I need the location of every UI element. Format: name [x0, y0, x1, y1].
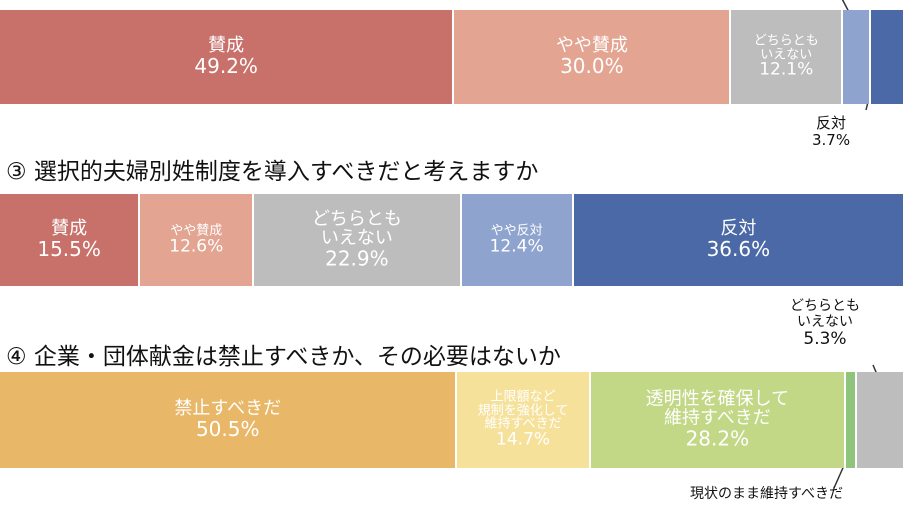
segment-value-label: 30.0% — [560, 53, 624, 78]
segment-category-label: 禁止すべきだ — [174, 398, 282, 420]
bar-segment — [856, 372, 905, 468]
callout-q2-oppose-line-1: 反対 — [816, 114, 847, 132]
segment-value-label: 49.2% — [194, 53, 258, 78]
bar-segment: どちらとも いえない 12.1% — [731, 10, 844, 104]
segment-value-label: 12.1% — [759, 59, 814, 80]
segment-category-label: 上限額など — [490, 389, 556, 405]
segment-label: 透明性を確保して 維持すべきだ 28.2% — [645, 388, 790, 451]
segment-category-label: 賛成 — [208, 35, 245, 57]
segment-category-label: 賛成 — [51, 218, 88, 240]
callout-q4-neutral-line-1: どちらとも — [790, 298, 860, 314]
segment-category-label: 規制を強化して — [477, 403, 569, 419]
bar-segment — [870, 10, 905, 104]
bar-segment — [846, 372, 857, 468]
segment-value-label: 22.9% — [325, 246, 389, 271]
bar-segment — [843, 10, 871, 104]
bar-q4: 禁止すべきだ 50.5% 上限額など 規制を強化して 維持すべきだ 14.7% 透明性を確保… — [0, 372, 905, 468]
bar-q2: 賛成 49.2% やや賛成 30.0% どちらとも いえない 12.1% — [0, 10, 905, 104]
callout-q4-status-quo-line-1: 現状のまま維持すべきだ — [690, 486, 844, 502]
callout-q4-neutral-line-2: いえない — [797, 314, 853, 331]
segment-value-label: 50.5% — [195, 416, 260, 441]
segment-value-label: 12.4% — [489, 235, 544, 256]
chart-title-q4: ④ 企業・団体献金は禁止すべきか、その必要はないか — [6, 344, 561, 370]
segment-category-label: 透明性を確保して — [645, 388, 790, 410]
callout-q2-oppose-line-2: 3.7% — [812, 131, 851, 150]
segment-category-label: やや賛成 — [170, 223, 223, 239]
segment-category-label: 維持すべきだ — [663, 407, 771, 429]
segment-category-label: いえない — [760, 47, 813, 63]
segment-category-label: 反対 — [720, 218, 757, 240]
segment-label: 反対 36.6% — [706, 218, 771, 261]
segment-value-label: 12.6% — [169, 235, 224, 256]
segment-label: 禁止すべきだ 50.5% — [174, 398, 282, 441]
bar-segment: 透明性を確保して 維持すべきだ 28.2% — [590, 372, 847, 468]
segment-category-label: いえない — [320, 227, 393, 249]
segment-category-label: やや賛成 — [555, 35, 628, 57]
bar-segment: 賛成 15.5% — [0, 194, 141, 286]
segment-label: やや反対 12.4% — [490, 224, 544, 255]
bar-segment: 禁止すべきだ 50.5% — [0, 372, 458, 468]
bar-q3: 賛成 15.5% やや賛成 12.6% どちらとも いえない 22.9% やや反対 12.4% 反… — [0, 194, 905, 286]
segment-category-label: 維持すべきだ — [484, 416, 562, 432]
callout-q4-neutral-line-3: 5.3% — [803, 329, 847, 350]
segment-category-label: やや反対 — [490, 223, 543, 239]
segment-label: やや賛成 30.0% — [555, 35, 628, 78]
bar-segment: やや賛成 30.0% — [454, 10, 732, 104]
segment-value-label: 15.5% — [37, 236, 101, 261]
segment-category-label: どちらとも — [311, 208, 402, 230]
bar-segment: どちらとも いえない 22.9% — [254, 194, 462, 286]
bar-segment: 賛成 49.2% — [0, 10, 455, 104]
segment-value-label: 14.7% — [496, 429, 551, 450]
bar-segment: 上限額など 規制を強化して 維持すべきだ 14.7% — [457, 372, 591, 468]
segment-label: 上限額など 規制を強化して 維持すべきだ 14.7% — [477, 389, 569, 450]
segment-label: どちらとも いえない 12.1% — [754, 34, 819, 79]
callout-q4-status-quo: 現状のまま維持すべきだ — [690, 486, 843, 502]
segment-value-label: 28.2% — [685, 426, 750, 451]
callout-q2-oppose: 反対 3.7% — [812, 114, 851, 150]
segment-category-label: どちらとも — [753, 33, 819, 49]
segment-label: どちらとも いえない 22.9% — [311, 208, 402, 271]
bar-segment: 反対 36.6% — [573, 194, 905, 286]
callout-q4-neutral: どちらとも いえない 5.3% — [790, 298, 860, 350]
bar-segment: やや賛成 12.6% — [140, 194, 255, 286]
segment-label: やや賛成 12.6% — [169, 224, 223, 255]
bar-segment: やや反対 12.4% — [461, 194, 574, 286]
chart-title-q3: ③ 選択的夫婦別姓制度を導入すべきだと考えますか — [6, 159, 539, 185]
segment-label: 賛成 49.2% — [194, 35, 258, 78]
segment-value-label: 36.6% — [706, 236, 771, 261]
segment-label: 賛成 15.5% — [37, 218, 101, 261]
